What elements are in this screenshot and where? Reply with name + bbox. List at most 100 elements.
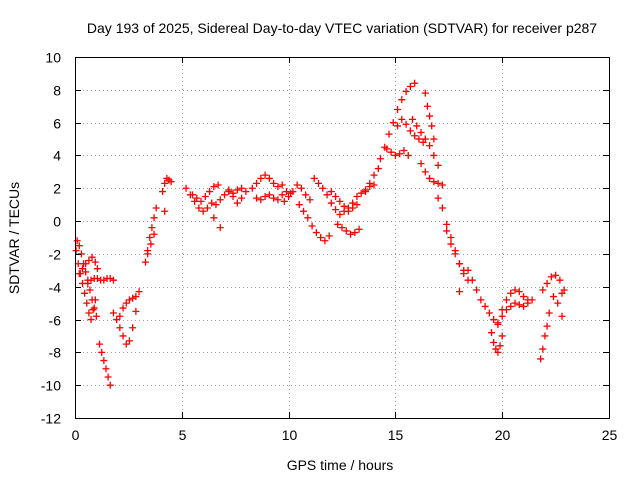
series-sat-track-01 xyxy=(72,247,99,324)
data-point xyxy=(119,332,127,340)
data-point xyxy=(197,197,205,205)
data-point xyxy=(310,174,318,182)
data-point xyxy=(496,342,504,350)
data-point xyxy=(394,122,402,130)
data-point xyxy=(312,229,320,237)
series-sat-track-39 xyxy=(498,296,536,320)
data-point xyxy=(554,299,562,307)
y-tick-label: -10 xyxy=(41,378,61,394)
data-point xyxy=(206,188,214,196)
data-point xyxy=(195,204,203,212)
data-point xyxy=(248,184,256,192)
data-point xyxy=(317,234,325,241)
data-point xyxy=(455,260,463,268)
data-point xyxy=(119,304,127,312)
data-point xyxy=(304,214,312,222)
data-point xyxy=(201,192,209,200)
data-point xyxy=(193,194,201,202)
series-sat-track-03 xyxy=(75,253,101,278)
data-point xyxy=(406,127,414,135)
axis-ticks xyxy=(75,57,610,419)
data-point xyxy=(203,204,211,212)
y-tick-label: -4 xyxy=(49,280,62,296)
data-point xyxy=(408,115,416,123)
data-point xyxy=(319,184,327,192)
data-point xyxy=(411,79,419,87)
data-point xyxy=(370,171,378,179)
data-point xyxy=(90,304,98,312)
data-point xyxy=(511,286,519,294)
data-point xyxy=(394,106,402,114)
data-point xyxy=(451,250,459,258)
series-sat-track-25 xyxy=(344,181,378,212)
data-point xyxy=(295,201,303,209)
data-point xyxy=(515,301,523,309)
data-point xyxy=(552,271,560,279)
data-point xyxy=(539,345,547,353)
y-tick-label: 6 xyxy=(53,116,61,132)
data-point xyxy=(434,179,442,187)
data-point xyxy=(88,296,96,304)
data-point xyxy=(102,365,110,373)
data-point xyxy=(361,188,369,196)
data-point xyxy=(147,240,155,248)
data-point xyxy=(488,329,496,337)
data-point xyxy=(402,87,410,95)
data-point xyxy=(334,220,342,228)
data-point xyxy=(274,183,282,191)
data-point xyxy=(327,188,335,196)
data-point xyxy=(297,184,305,192)
data-point xyxy=(129,324,137,332)
series-sat-track-28 xyxy=(383,145,412,159)
data-point xyxy=(443,227,451,235)
data-point xyxy=(404,151,412,159)
data-point xyxy=(468,276,476,284)
data-point xyxy=(214,181,222,189)
data-point xyxy=(490,339,498,347)
series-sat-track-08 xyxy=(141,204,160,266)
series-sat-track-11 xyxy=(161,207,169,215)
data-point xyxy=(233,186,241,194)
series-sat-track-10 xyxy=(159,174,175,196)
data-point xyxy=(210,183,218,191)
data-point xyxy=(129,294,137,302)
data-point xyxy=(423,102,431,110)
data-point xyxy=(415,135,423,143)
data-point xyxy=(146,234,154,241)
data-point xyxy=(447,234,455,241)
series-sat-track-40 xyxy=(537,309,553,363)
grid-lines xyxy=(75,57,609,418)
data-point xyxy=(411,132,419,140)
data-point xyxy=(434,161,442,169)
series-sat-track-24 xyxy=(334,220,363,238)
data-point xyxy=(387,148,395,156)
series-sat-track-21 xyxy=(295,201,333,245)
series-sat-track-43 xyxy=(558,312,566,320)
data-point xyxy=(265,191,273,199)
data-point xyxy=(210,214,218,222)
data-point xyxy=(389,119,397,127)
data-point xyxy=(216,196,224,204)
data-point xyxy=(355,225,363,233)
data-point xyxy=(122,299,130,307)
data-point xyxy=(83,299,91,307)
data-point xyxy=(306,196,314,204)
y-tick-label: 2 xyxy=(53,181,61,197)
data-point xyxy=(270,179,278,187)
data-point xyxy=(308,222,316,230)
data-point xyxy=(81,289,89,297)
series-sat-track-19 xyxy=(253,188,295,204)
data-point xyxy=(430,135,438,143)
data-point xyxy=(545,309,553,317)
y-tick-label: 8 xyxy=(53,83,61,99)
data-point xyxy=(274,196,282,204)
data-point xyxy=(98,348,106,356)
series-sat-track-32 xyxy=(417,160,446,189)
data-point xyxy=(494,319,502,327)
data-point xyxy=(113,316,121,324)
data-point xyxy=(152,204,160,212)
data-point xyxy=(253,179,261,187)
data-point xyxy=(477,296,485,304)
data-point xyxy=(391,151,399,159)
data-point xyxy=(77,250,85,258)
